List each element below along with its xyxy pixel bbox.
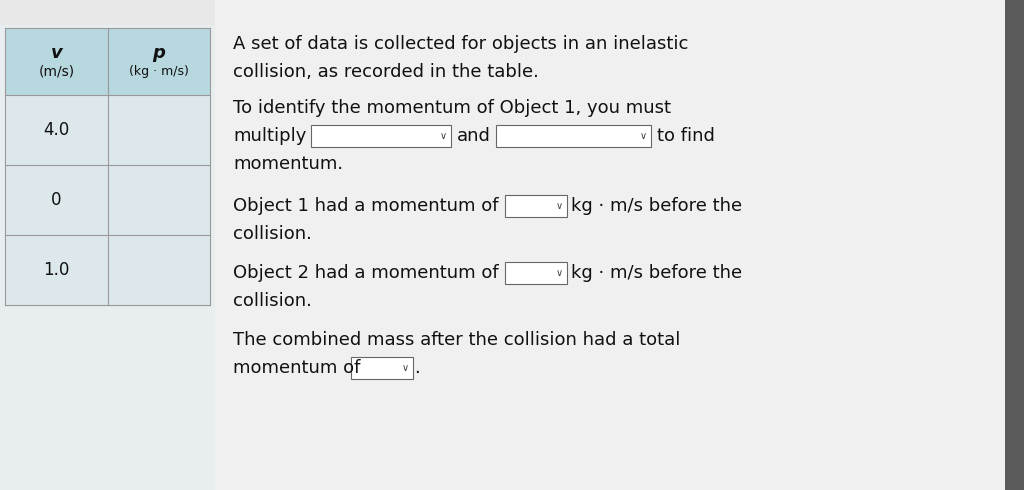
Bar xyxy=(5,165,210,235)
Text: 0: 0 xyxy=(51,191,61,209)
Bar xyxy=(5,95,210,165)
Text: kg · m/s before the: kg · m/s before the xyxy=(571,197,742,215)
Bar xyxy=(215,0,1005,490)
Text: ∨: ∨ xyxy=(640,131,647,141)
Bar xyxy=(496,125,651,147)
Text: multiply: multiply xyxy=(233,127,306,145)
Text: 4.0: 4.0 xyxy=(43,121,70,139)
Bar xyxy=(505,195,567,217)
Text: and: and xyxy=(457,127,490,145)
Bar xyxy=(5,28,210,95)
Bar xyxy=(1005,0,1024,490)
Text: ∨: ∨ xyxy=(556,201,563,211)
Text: momentum of: momentum of xyxy=(233,359,360,377)
Text: collision, as recorded in the table.: collision, as recorded in the table. xyxy=(233,63,539,81)
Text: To identify the momentum of Object 1, you must: To identify the momentum of Object 1, yo… xyxy=(233,99,671,117)
Text: The combined mass after the collision had a total: The combined mass after the collision ha… xyxy=(233,331,680,349)
Text: p: p xyxy=(153,45,166,63)
Text: 1.0: 1.0 xyxy=(43,261,70,279)
Text: Object 2 had a momentum of: Object 2 had a momentum of xyxy=(233,264,499,282)
Text: (kg · m/s): (kg · m/s) xyxy=(129,65,189,78)
Bar xyxy=(5,235,210,305)
Text: ∨: ∨ xyxy=(401,363,409,373)
Text: ∨: ∨ xyxy=(440,131,447,141)
Text: (m/s): (m/s) xyxy=(39,65,75,78)
Text: .: . xyxy=(414,359,420,377)
Text: A set of data is collected for objects in an inelastic: A set of data is collected for objects i… xyxy=(233,35,688,53)
Text: to find: to find xyxy=(657,127,715,145)
Text: Object 1 had a momentum of: Object 1 had a momentum of xyxy=(233,197,499,215)
Bar xyxy=(505,262,567,284)
Bar xyxy=(311,125,451,147)
Bar xyxy=(351,357,413,379)
Text: v: v xyxy=(50,45,62,63)
Bar xyxy=(0,0,1024,25)
Text: ∨: ∨ xyxy=(556,268,563,278)
Text: collision.: collision. xyxy=(233,292,312,310)
Bar xyxy=(0,25,215,490)
Text: collision.: collision. xyxy=(233,225,312,243)
Text: kg · m/s before the: kg · m/s before the xyxy=(571,264,742,282)
Text: momentum.: momentum. xyxy=(233,155,343,173)
